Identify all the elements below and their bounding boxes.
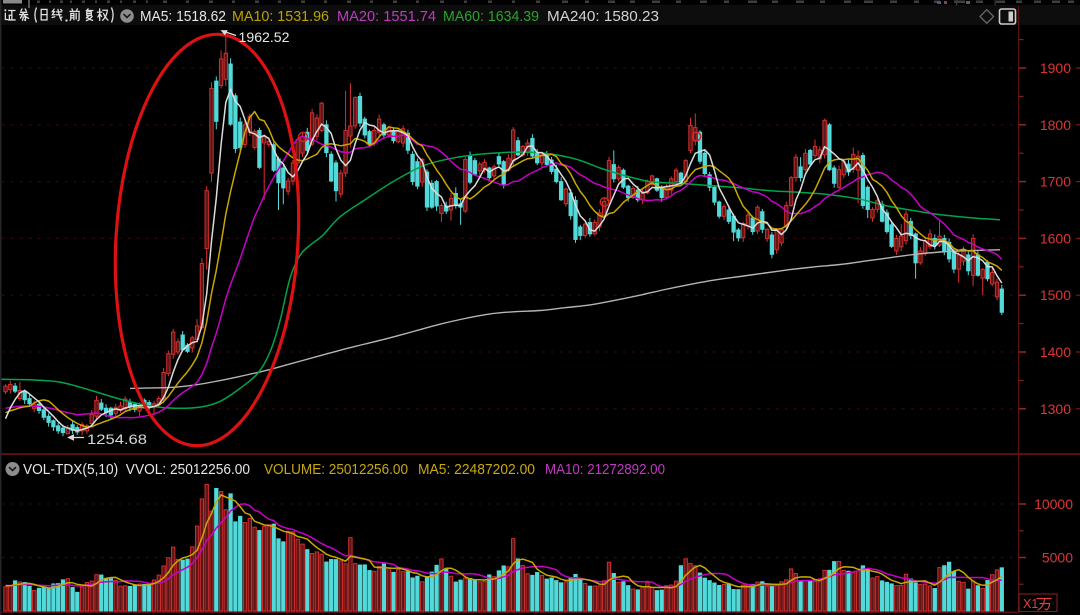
svg-text:1400: 1400: [1040, 344, 1071, 360]
svg-text:MA5: 1518.62: MA5: 1518.62: [140, 9, 226, 25]
svg-text:1500: 1500: [1040, 287, 1071, 303]
svg-text:VOL-TDX(5,10) VVOL: 25012256.: VOL-TDX(5,10) VVOL: 25012256.00: [23, 462, 250, 478]
svg-text:1700: 1700: [1040, 174, 1071, 190]
svg-text:1254.68: 1254.68: [87, 431, 147, 447]
svg-text:MA240: 1580.23: MA240: 1580.23: [547, 9, 659, 25]
svg-text:1800: 1800: [1040, 117, 1071, 133]
svg-text:5000: 5000: [1042, 550, 1073, 566]
svg-text:MA10: 21272892.00: MA10: 21272892.00: [545, 462, 665, 478]
svg-text:MA60: 1634.39: MA60: 1634.39: [443, 9, 539, 25]
svg-text:MA5: 22487202.00: MA5: 22487202.00: [418, 462, 535, 478]
svg-text:X1: X1: [1023, 597, 1038, 611]
svg-text:1900: 1900: [1040, 60, 1071, 76]
svg-text:VOLUME: 25012256.00: VOLUME: 25012256.00: [264, 462, 408, 478]
svg-text:1600: 1600: [1040, 230, 1071, 246]
svg-text:10000: 10000: [1034, 496, 1073, 512]
svg-text:1300: 1300: [1040, 401, 1071, 417]
svg-text:1962.52: 1962.52: [239, 29, 290, 45]
svg-text:MA10: 1531.96: MA10: 1531.96: [232, 9, 329, 25]
svg-text:MA20: 1551.74: MA20: 1551.74: [337, 9, 436, 25]
